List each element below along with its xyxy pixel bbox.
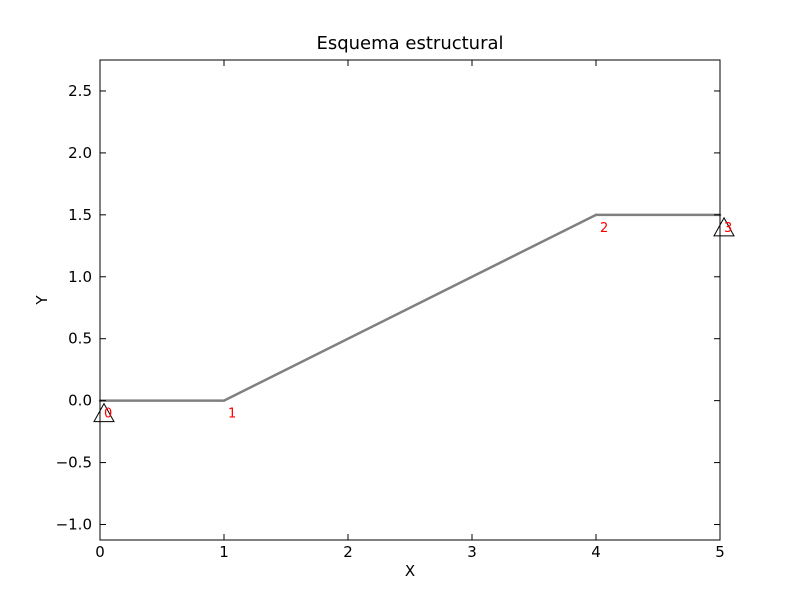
y-tick-label: −0.5 bbox=[56, 454, 92, 472]
x-tick-label: 3 bbox=[467, 543, 477, 561]
y-tick-label: 2.0 bbox=[68, 144, 92, 162]
y-tick-label: −1.0 bbox=[56, 516, 92, 534]
node-label-1: 1 bbox=[228, 407, 236, 422]
supports-layer bbox=[93, 216, 735, 423]
node-labels-layer: 0 1 2 3 bbox=[104, 221, 732, 422]
members-layer bbox=[98, 213, 722, 402]
y-tick-label: 0.5 bbox=[68, 330, 92, 348]
x-axis-ticks: 0 1 2 3 4 5 bbox=[95, 60, 725, 561]
y-tick-label: 1.0 bbox=[68, 268, 92, 286]
axes-frame bbox=[99, 59, 721, 541]
y-tick-label: 0.0 bbox=[68, 392, 92, 410]
support-triangle-icon bbox=[713, 216, 735, 237]
y-axis-label: Y bbox=[33, 295, 51, 306]
support-triangle-icon bbox=[93, 402, 115, 423]
x-tick-label: 2 bbox=[343, 543, 353, 561]
node-label-0: 0 bbox=[104, 407, 112, 422]
x-tick-label: 4 bbox=[591, 543, 601, 561]
x-axis-label: X bbox=[405, 562, 415, 580]
node-label-3: 3 bbox=[724, 221, 732, 236]
x-tick-label: 5 bbox=[715, 543, 725, 561]
y-axis-ticks: −1.0 −0.5 0.0 0.5 1.0 1.5 2.0 2.5 bbox=[56, 82, 720, 534]
chart-title: Esquema estructural bbox=[316, 33, 503, 54]
member-1-2 bbox=[222, 213, 598, 402]
node-label-2: 2 bbox=[600, 221, 608, 236]
x-tick-label: 0 bbox=[95, 543, 105, 561]
y-tick-label: 2.5 bbox=[68, 82, 92, 100]
x-tick-label: 1 bbox=[219, 543, 229, 561]
y-tick-label: 1.5 bbox=[68, 206, 92, 224]
